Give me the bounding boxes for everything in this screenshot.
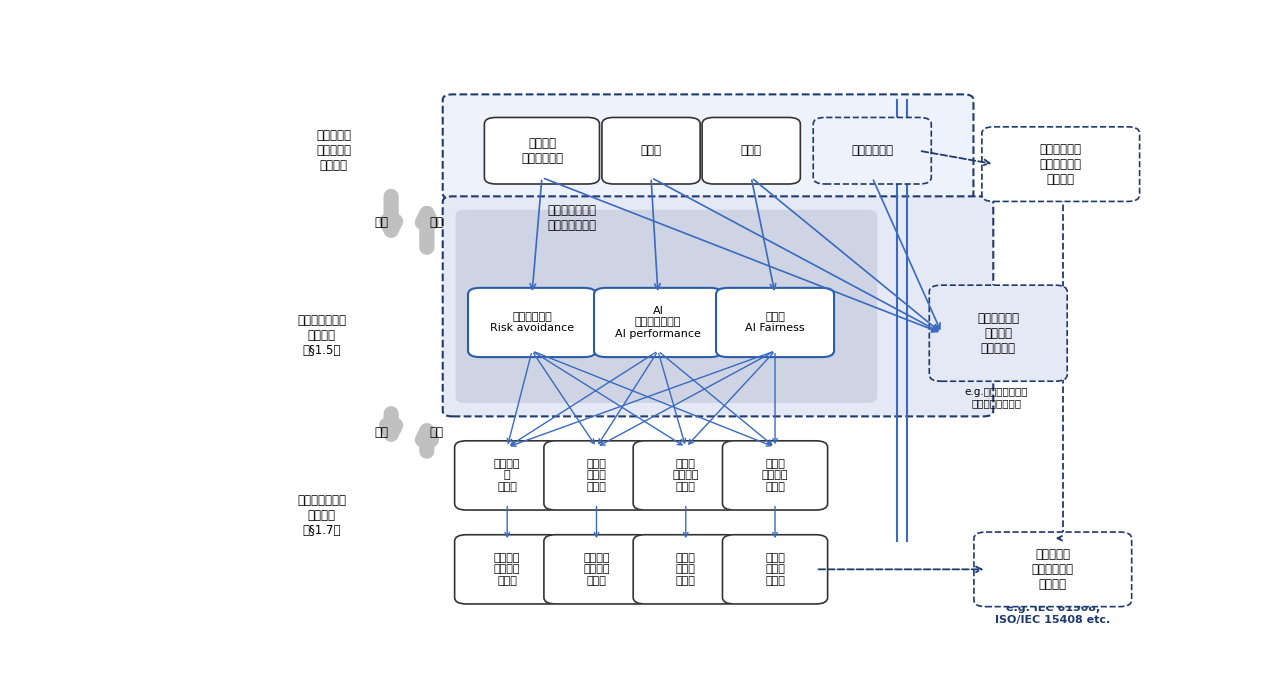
FancyBboxPatch shape — [602, 118, 700, 184]
FancyBboxPatch shape — [468, 288, 596, 357]
FancyBboxPatch shape — [544, 441, 649, 510]
FancyBboxPatch shape — [722, 441, 828, 510]
FancyBboxPatch shape — [484, 118, 599, 184]
Text: プログ
ラムの
健全性: プログ ラムの 健全性 — [765, 553, 785, 586]
Text: ソフトウェア
としての
一般的性質: ソフトウェア としての 一般的性質 — [977, 312, 1019, 355]
FancyBboxPatch shape — [594, 288, 722, 357]
Text: 有効性: 有効性 — [640, 144, 662, 158]
Text: 機械学習要素
以外の要素の
外部品質: 機械学習要素 以外の要素の 外部品質 — [1039, 143, 1082, 185]
FancyBboxPatch shape — [454, 441, 559, 510]
Text: データ
セットの
均一性: データ セットの 均一性 — [762, 459, 788, 492]
FancyBboxPatch shape — [443, 94, 974, 199]
Text: 依存: 依存 — [374, 426, 388, 439]
Text: リスク回避性
Risk avoidance: リスク回避性 Risk avoidance — [490, 312, 573, 333]
FancyBboxPatch shape — [813, 118, 932, 184]
Text: 機械学習要素の
外部品質
（§1.5）: 機械学習要素の 外部品質 （§1.5） — [297, 314, 346, 358]
Text: e.g. IEC 61508,
ISO/IEC 15408 etc.: e.g. IEC 61508, ISO/IEC 15408 etc. — [995, 603, 1111, 625]
Text: 機械学習要素に
特有の外部品質: 機械学習要素に 特有の外部品質 — [547, 204, 596, 232]
FancyBboxPatch shape — [974, 532, 1132, 606]
FancyBboxPatch shape — [443, 197, 993, 416]
FancyBboxPatch shape — [454, 535, 559, 604]
FancyBboxPatch shape — [982, 127, 1139, 201]
Text: 運用時
性能の
維持性: 運用時 性能の 維持性 — [676, 553, 696, 586]
Text: その他の性質: その他の性質 — [851, 144, 893, 158]
Text: 機械学習
モデルの
安定性: 機械学習 モデルの 安定性 — [584, 553, 609, 586]
Text: データ
設計の
十分性: データ 設計の 十分性 — [586, 459, 607, 492]
Text: 製品全体の
利用時品質
（例示）: 製品全体の 利用時品質 （例示） — [316, 129, 351, 172]
FancyBboxPatch shape — [929, 285, 1068, 381]
Text: 要求分析
の
十分性: 要求分析 の 十分性 — [494, 459, 521, 492]
Text: 機械学習要素の
内部品質
（§1.7）: 機械学習要素の 内部品質 （§1.7） — [297, 494, 346, 537]
Text: 他の規格・
ガイドライン
等に帰着: 他の規格・ ガイドライン 等に帰着 — [1032, 548, 1074, 591]
Text: 実現: 実現 — [430, 215, 444, 229]
Text: データ
セットの
被覆性: データ セットの 被覆性 — [672, 459, 699, 492]
Text: 安全性・
リスク回避性: 安全性・ リスク回避性 — [521, 137, 563, 164]
Text: 実現: 実現 — [430, 426, 444, 439]
FancyBboxPatch shape — [703, 118, 800, 184]
Text: e.g.セキュリティ・
信頼性・保守性等: e.g.セキュリティ・ 信頼性・保守性等 — [965, 387, 1028, 408]
FancyBboxPatch shape — [634, 535, 739, 604]
Text: 依存: 依存 — [374, 215, 388, 229]
Text: AI
パフォーマンス
AI performance: AI パフォーマンス AI performance — [616, 306, 701, 339]
FancyBboxPatch shape — [634, 441, 739, 510]
Text: 公平性: 公平性 — [741, 144, 762, 158]
FancyBboxPatch shape — [544, 535, 649, 604]
Text: 公平性
AI Fairness: 公平性 AI Fairness — [745, 312, 805, 333]
FancyBboxPatch shape — [716, 288, 835, 357]
Text: 機械学習
モデルの
正確性: 機械学習 モデルの 正確性 — [494, 553, 521, 586]
FancyBboxPatch shape — [456, 210, 877, 403]
FancyBboxPatch shape — [722, 535, 828, 604]
